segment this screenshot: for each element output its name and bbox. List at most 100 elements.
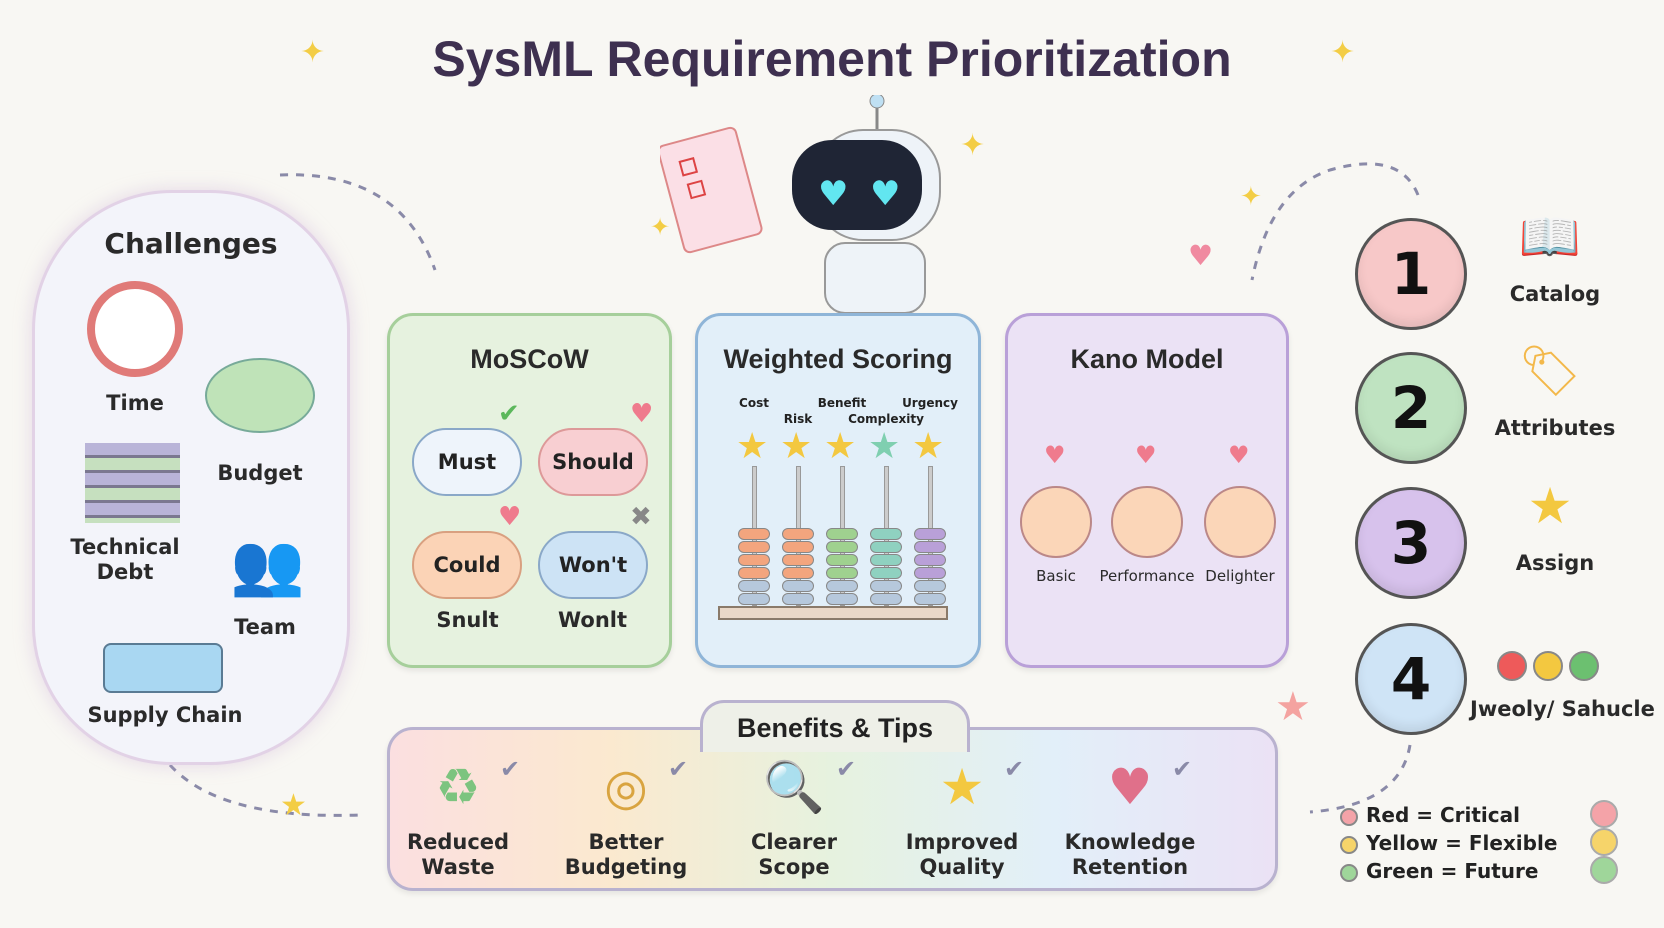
star-icon: ★ bbox=[824, 426, 857, 467]
legend-row: Red = Critical bbox=[1340, 803, 1520, 827]
step-1-circle: 1 bbox=[1355, 218, 1467, 330]
check-icon: ✔ bbox=[668, 755, 689, 783]
abacus-bead bbox=[738, 528, 770, 540]
sublabel: Snult bbox=[436, 608, 499, 632]
page-title: SysML Requirement Prioritization bbox=[432, 31, 1232, 87]
kano-basic: Basic bbox=[1036, 567, 1076, 585]
legend-row: Green = Future bbox=[1340, 859, 1538, 883]
abacus-bead bbox=[738, 593, 770, 605]
abacus-bead bbox=[782, 554, 814, 566]
abacus-bead bbox=[914, 593, 946, 605]
heart-icon: ♥ bbox=[498, 502, 522, 532]
step-label: Assign bbox=[1515, 551, 1595, 575]
heart-icon: ♥ bbox=[1135, 441, 1157, 469]
step-label: Jweoly/ Sahucle bbox=[1470, 697, 1655, 721]
performance-face-icon bbox=[1111, 486, 1183, 558]
challenges-heading: Challenges bbox=[104, 227, 278, 260]
clock-icon bbox=[87, 281, 183, 377]
svg-text:♥: ♥ bbox=[870, 174, 900, 214]
weighted-title: Weighted Scoring bbox=[723, 344, 953, 374]
star-icon: ★ bbox=[780, 426, 813, 467]
check-icon: ✔ bbox=[836, 755, 857, 783]
challenge-technical-debt: Technical Debt bbox=[70, 535, 180, 584]
abacus-base bbox=[718, 606, 948, 620]
heart-icon: ♥ bbox=[1228, 441, 1250, 469]
should-label: Should bbox=[552, 450, 634, 474]
challenge-budget: Budget bbox=[217, 461, 303, 485]
abacus-bead bbox=[914, 541, 946, 553]
heart-icon: ♥ bbox=[1044, 441, 1066, 469]
wont-label: Won't bbox=[558, 553, 628, 577]
book-icon: 📖 bbox=[1518, 208, 1582, 266]
step-2-circle: 2 bbox=[1355, 352, 1467, 464]
svg-text:✦: ✦ bbox=[300, 35, 325, 70]
challenges-cloud: Challenges Time Budget Technical Debt 👥 … bbox=[32, 190, 350, 765]
step-3-circle: 3 bbox=[1355, 487, 1467, 599]
kano-title: Kano Model bbox=[1070, 344, 1224, 374]
dot bbox=[1533, 651, 1563, 681]
traffic-dots-icon bbox=[1497, 651, 1607, 685]
svg-text:✦: ✦ bbox=[1330, 35, 1355, 70]
step-label: Attributes bbox=[1494, 416, 1616, 440]
abacus-bead bbox=[914, 580, 946, 592]
abacus-bead bbox=[826, 554, 858, 566]
abacus-bead bbox=[782, 541, 814, 553]
check-icon: ✔ bbox=[1172, 755, 1193, 783]
moscow-title: MoSCoW bbox=[470, 344, 589, 374]
legend-label: Green = Future bbox=[1366, 859, 1539, 883]
step-4-circle: 4 bbox=[1355, 623, 1467, 735]
abacus-bead bbox=[870, 528, 902, 540]
x-icon: ✖ bbox=[630, 502, 652, 532]
moscow-panel: MoSCoW Must ✔ Should ♥ Could ♥ Won't ✖ S… bbox=[387, 313, 672, 668]
abacus-bead bbox=[870, 567, 902, 579]
kano-performance: Performance bbox=[1099, 567, 1195, 585]
svg-text:✦: ✦ bbox=[650, 213, 670, 241]
svg-text:✦: ✦ bbox=[960, 128, 985, 163]
legend-dot bbox=[1340, 863, 1358, 882]
svg-text:♥: ♥ bbox=[1188, 239, 1213, 272]
books-stack-icon bbox=[85, 443, 180, 523]
star-icon: ★ bbox=[939, 758, 985, 816]
emoji-face-icon bbox=[1590, 800, 1618, 828]
abacus-bead bbox=[870, 554, 902, 566]
abacus-bead bbox=[782, 528, 814, 540]
svg-text:♥: ♥ bbox=[818, 174, 848, 214]
magnifier-icon: 🔍 bbox=[762, 758, 826, 816]
abacus-bead bbox=[782, 593, 814, 605]
legend-dot bbox=[1340, 807, 1358, 826]
benefit-label: Improved Quality bbox=[905, 830, 1019, 879]
svg-text:★: ★ bbox=[280, 788, 307, 823]
truck-icon bbox=[103, 643, 223, 693]
abacus-bead bbox=[826, 541, 858, 553]
criterion-label: Risk bbox=[783, 412, 813, 426]
abacus-bead bbox=[782, 580, 814, 592]
criterion-label: Cost bbox=[739, 396, 769, 410]
delighter-face-icon bbox=[1204, 486, 1276, 558]
abacus-bead bbox=[826, 580, 858, 592]
basic-face-icon bbox=[1020, 486, 1092, 558]
check-icon: ✔ bbox=[498, 399, 520, 429]
criterion-label: Benefit bbox=[817, 396, 867, 410]
heart-book-icon: ♥ bbox=[1107, 758, 1153, 816]
abacus-bead bbox=[870, 541, 902, 553]
cloud-could: Could bbox=[412, 531, 522, 599]
abacus-bead bbox=[782, 567, 814, 579]
benefit-label: Knowledge Retention bbox=[1064, 830, 1196, 879]
benefits-title: Benefits & Tips bbox=[700, 700, 970, 752]
coins-icon: ◎ bbox=[604, 758, 648, 816]
challenge-time: Time bbox=[106, 391, 164, 415]
emoji-face-icon bbox=[1590, 828, 1618, 856]
abacus-bead bbox=[738, 554, 770, 566]
challenge-team: Team bbox=[234, 615, 296, 639]
benefits-list: ♻ ✔ Reduced Waste ◎ ✔ Better Budgeting 🔍 ✔ Clear… bbox=[400, 756, 1265, 888]
benefit-label: Reduced Waste bbox=[406, 830, 510, 879]
abacus-bead bbox=[826, 567, 858, 579]
recycle-icon: ♻ bbox=[435, 758, 481, 816]
abacus-bead bbox=[914, 554, 946, 566]
abacus-bead bbox=[870, 593, 902, 605]
check-icon: ✔ bbox=[1004, 755, 1025, 783]
hand-star-icon: ★ bbox=[1527, 477, 1573, 535]
could-label: Could bbox=[433, 553, 501, 577]
star-icon: ★ bbox=[736, 426, 769, 467]
